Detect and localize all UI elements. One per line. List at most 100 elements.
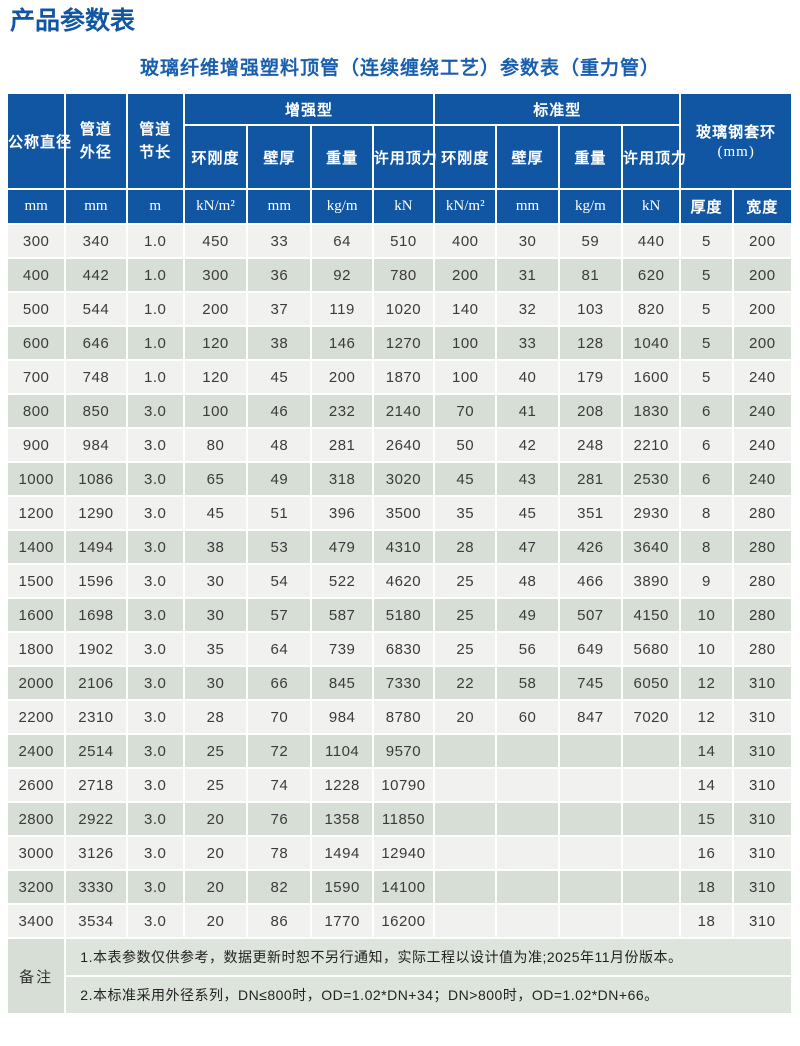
cell bbox=[497, 837, 558, 870]
cell: 3.0 bbox=[127, 633, 183, 666]
cell: 1400 bbox=[8, 531, 65, 564]
table-row: 1800 1902 3.0 35 64 739 6830 25 56 649 5680 10 280 bbox=[8, 633, 791, 666]
cell: 72 bbox=[248, 735, 311, 768]
cell: 2210 bbox=[623, 429, 680, 462]
cell: 3.0 bbox=[127, 735, 183, 768]
cell: 646 bbox=[66, 327, 126, 360]
cell: 426 bbox=[559, 531, 622, 564]
cell: 59 bbox=[559, 225, 622, 258]
cell: 12 bbox=[681, 667, 732, 700]
cell bbox=[559, 837, 622, 870]
cell: 240 bbox=[733, 429, 791, 462]
cell: 845 bbox=[312, 667, 372, 700]
table-row: 3400 3534 3.0 20 86 1770 16200 18 310 bbox=[8, 905, 791, 938]
cell: 36 bbox=[248, 259, 311, 292]
cell: 440 bbox=[623, 225, 680, 258]
cell: 318 bbox=[312, 463, 372, 496]
cell: 82 bbox=[248, 871, 311, 904]
unit-cell: kg/m bbox=[559, 190, 622, 224]
cell: 300 bbox=[184, 259, 247, 292]
cell: 2600 bbox=[8, 769, 65, 802]
cell: 1000 bbox=[8, 463, 65, 496]
cell: 16200 bbox=[373, 905, 434, 938]
cell: 30 bbox=[184, 599, 247, 632]
cell: 3640 bbox=[623, 531, 680, 564]
cell: 1228 bbox=[312, 769, 372, 802]
cell: 30 bbox=[184, 565, 247, 598]
cell bbox=[559, 803, 622, 836]
cell: 28 bbox=[435, 531, 496, 564]
cell bbox=[497, 905, 558, 938]
cell: 984 bbox=[66, 429, 126, 462]
cell: 1590 bbox=[312, 871, 372, 904]
standard-jacking-force-header: 许用顶力 bbox=[623, 126, 686, 189]
unit-cell: kg/m bbox=[312, 190, 372, 224]
cell: 2200 bbox=[8, 701, 65, 734]
cell: 1290 bbox=[66, 497, 126, 530]
cell: 400 bbox=[435, 225, 496, 258]
table-row: 1600 1698 3.0 30 57 587 5180 25 49 507 4150 10 280 bbox=[8, 599, 791, 632]
cell: 70 bbox=[248, 701, 311, 734]
cell: 5 bbox=[681, 327, 732, 360]
cell bbox=[497, 735, 558, 768]
unit-cell: 宽度 bbox=[733, 190, 791, 224]
cell: 800 bbox=[8, 395, 65, 428]
cell: 8 bbox=[681, 531, 732, 564]
cell: 3200 bbox=[8, 871, 65, 904]
cell: 240 bbox=[733, 361, 791, 394]
table-row: 800 850 3.0 100 46 232 2140 70 41 208 1830 6 240 bbox=[8, 395, 791, 428]
group-header-collar: 玻璃钢套环 (mm) bbox=[681, 94, 791, 189]
cell: 25 bbox=[435, 633, 496, 666]
cell: 37 bbox=[248, 293, 311, 326]
cell: 45 bbox=[248, 361, 311, 394]
unit-cell: kN bbox=[373, 190, 434, 224]
table-row: 300 340 1.0 450 33 64 510 400 30 59 440 5 200 bbox=[8, 225, 791, 258]
cell: 33 bbox=[497, 327, 558, 360]
cell: 3.0 bbox=[127, 871, 183, 904]
cell bbox=[435, 735, 496, 768]
cell: 3.0 bbox=[127, 701, 183, 734]
cell: 739 bbox=[312, 633, 372, 666]
cell: 340 bbox=[66, 225, 126, 258]
cell bbox=[435, 769, 496, 802]
note-2: 2.本标准采用外径系列，DN≤800时，OD=1.02*DN+34；DN>800… bbox=[66, 977, 791, 1014]
cell: 1902 bbox=[66, 633, 126, 666]
cell: 281 bbox=[312, 429, 372, 462]
cell: 847 bbox=[559, 701, 622, 734]
cell: 8 bbox=[681, 497, 732, 530]
cell: 466 bbox=[559, 565, 622, 598]
cell bbox=[559, 871, 622, 904]
cell: 281 bbox=[559, 463, 622, 496]
cell: 25 bbox=[435, 565, 496, 598]
unit-cell: 厚度 bbox=[681, 190, 732, 224]
cell: 3.0 bbox=[127, 769, 183, 802]
cell: 620 bbox=[623, 259, 680, 292]
cell: 28 bbox=[184, 701, 247, 734]
cell: 2930 bbox=[623, 497, 680, 530]
cell: 48 bbox=[248, 429, 311, 462]
units-row: mm mm m kN/m² mm kg/m kN kN/m² mm kg/m kN 厚度 宽度 bbox=[8, 190, 791, 224]
group-header-reinforced: 增强型 bbox=[184, 94, 434, 125]
cell: 81 bbox=[559, 259, 622, 292]
cell: 5680 bbox=[623, 633, 680, 666]
cell: 14 bbox=[681, 735, 732, 768]
note-1: 1.本表参数仅供参考，数据更新时恕不另行通知，实际工程以设计值为准;2025年1… bbox=[66, 939, 791, 976]
cell: 16 bbox=[681, 837, 732, 870]
cell: 310 bbox=[733, 905, 791, 938]
cell: 120 bbox=[184, 361, 247, 394]
col-header-outer-diameter-label: 管道外径 bbox=[79, 121, 112, 162]
cell: 20 bbox=[184, 837, 247, 870]
cell: 64 bbox=[312, 225, 372, 258]
cell: 119 bbox=[312, 293, 372, 326]
cell: 3020 bbox=[373, 463, 434, 496]
cell: 2000 bbox=[8, 667, 65, 700]
cell bbox=[559, 905, 622, 938]
cell bbox=[623, 837, 680, 870]
cell: 146 bbox=[312, 327, 372, 360]
standard-weight-header: 重量 bbox=[559, 126, 622, 189]
cell: 140 bbox=[435, 293, 496, 326]
cell: 232 bbox=[312, 395, 372, 428]
cell: 3400 bbox=[8, 905, 65, 938]
group-header-collar-label: 玻璃钢套环 bbox=[696, 124, 777, 142]
cell: 20 bbox=[184, 803, 247, 836]
